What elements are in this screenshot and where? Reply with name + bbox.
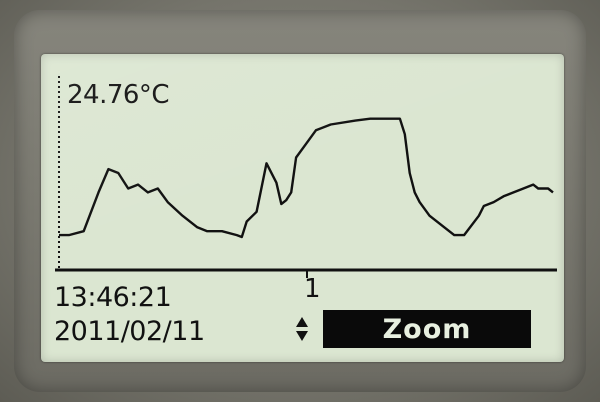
date-readout: 2011/02/11: [54, 316, 205, 347]
up-down-arrows-icon[interactable]: [295, 316, 309, 342]
series-line: [59, 117, 554, 239]
temperature-reading: 24.76°C: [67, 80, 170, 110]
trend-chart: [55, 76, 557, 278]
cursor-index: 1: [304, 274, 321, 304]
zoom-softkey-button[interactable]: Zoom: [323, 310, 531, 348]
lcd-screen: 24.76°C 13:46:21 2011/02/11 1 Zoom: [41, 54, 564, 362]
time-readout: 13:46:21: [54, 282, 172, 313]
